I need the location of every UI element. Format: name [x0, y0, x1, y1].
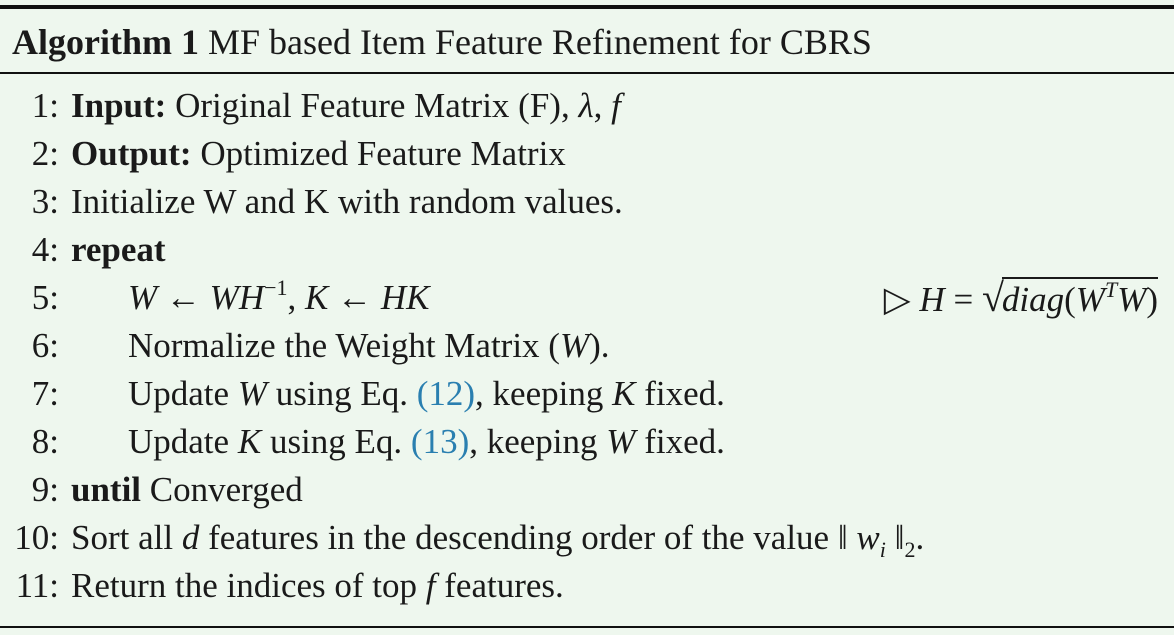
- algorithm-steps: 1: Input: Original Feature Matrix (F), λ…: [0, 82, 1174, 610]
- radical-sign: √: [981, 275, 1004, 320]
- step-1: 1: Input: Original Feature Matrix (F), λ…: [0, 82, 1174, 130]
- line-number: 10:: [14, 518, 59, 557]
- step-text: Initialize W and K with random values.: [71, 182, 623, 221]
- line-comment: ▷ H = √diag(WTW): [883, 275, 1158, 320]
- step-text: Original Feature Matrix (F),: [175, 86, 570, 125]
- algorithm-title: MF based Item Feature Refinement for CBR…: [207, 22, 872, 62]
- algorithm-label: Algorithm 1: [12, 22, 199, 62]
- equation-ref-link[interactable]: (12): [416, 374, 476, 413]
- f-symbol: f: [611, 86, 621, 125]
- line-number: 2:: [31, 134, 59, 173]
- step-11: 11: Return the indices of top f features…: [0, 562, 1174, 610]
- line-number: 3:: [31, 182, 59, 221]
- bottom-rule: [0, 626, 1174, 628]
- algorithm-caption: Algorithm 1 MF based Item Feature Refine…: [12, 14, 872, 70]
- output-keyword: Output:: [71, 134, 192, 173]
- line-number: 8:: [31, 422, 59, 461]
- step-8: 8: Update K using Eq. (13), keeping W fi…: [0, 418, 1174, 466]
- step-text: Optimized Feature Matrix: [200, 134, 566, 173]
- input-keyword: Input:: [71, 86, 167, 125]
- step-5: 5: W ← WH−1, K ← HK ▷ H = √diag(WTW): [0, 274, 1174, 322]
- equation-ref-link[interactable]: (13): [410, 422, 470, 461]
- radicand: diag(WTW): [1001, 277, 1158, 319]
- line-number: 9:: [31, 470, 59, 509]
- line-number: 11:: [15, 566, 59, 605]
- comment-marker: ▷: [883, 280, 911, 319]
- step-text: Converged: [149, 470, 303, 509]
- step-3: 3: Initialize W and K with random values…: [0, 178, 1174, 226]
- until-keyword: until: [71, 470, 142, 509]
- separator: ,: [593, 86, 603, 125]
- update-formula: W ← WH−1, K ← HK: [128, 275, 430, 318]
- caption-rule: [0, 72, 1174, 74]
- top-rule: [0, 5, 1174, 9]
- line-number: 7:: [31, 374, 59, 413]
- step-10: 10: Sort all d features in the descendin…: [0, 514, 1174, 562]
- line-number: 5:: [31, 278, 59, 317]
- step-6: 6: Normalize the Weight Matrix (W).: [0, 322, 1174, 370]
- step-9: 9: until Converged: [0, 466, 1174, 514]
- step-2: 2: Output: Optimized Feature Matrix: [0, 130, 1174, 178]
- step-4: 4: repeat: [0, 226, 1174, 274]
- step-text: Normalize the Weight Matrix (: [128, 326, 560, 365]
- line-number: 4:: [31, 230, 59, 269]
- repeat-keyword: repeat: [71, 230, 166, 269]
- step-7: 7: Update W using Eq. (12), keeping K fi…: [0, 370, 1174, 418]
- line-number: 1:: [31, 86, 59, 125]
- lambda-symbol: λ: [578, 86, 594, 125]
- line-number: 6:: [31, 326, 59, 365]
